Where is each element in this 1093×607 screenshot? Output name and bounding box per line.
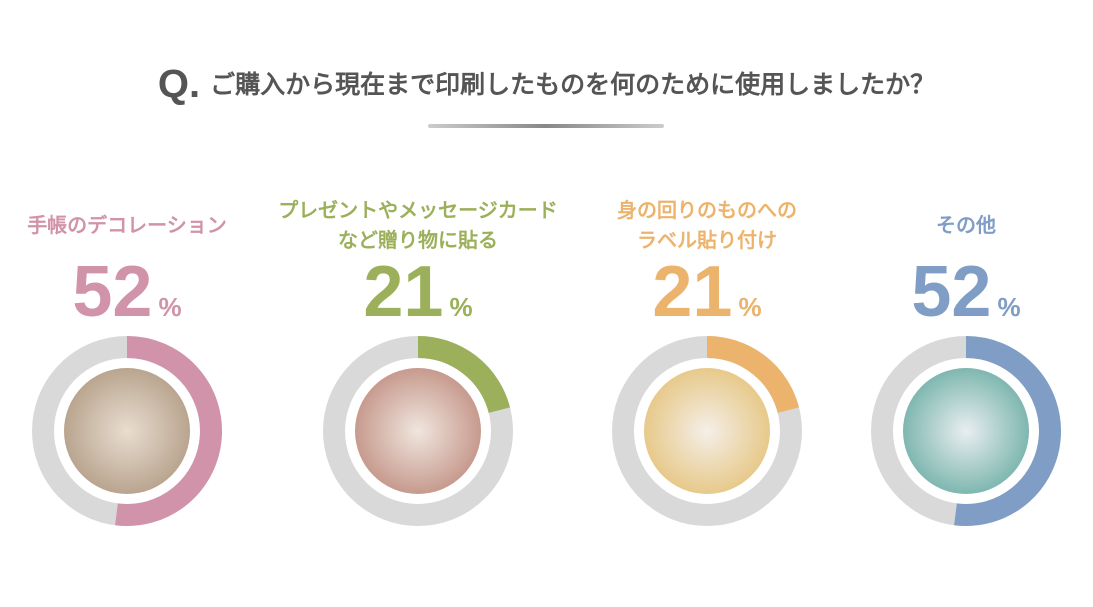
percent-unit: %: [158, 292, 182, 322]
category-value: 52: [911, 252, 992, 332]
question-prefix: Q.: [157, 62, 201, 106]
category-value: 21: [652, 252, 733, 332]
category-value-wrap: 52%: [0, 256, 267, 337]
other-photo: [903, 368, 1029, 494]
label-box-photo: [644, 368, 770, 494]
percent-unit: %: [449, 292, 473, 322]
category-label: 手帳のデコレーション: [27, 213, 227, 237]
category-3: その他 52%: [826, 190, 1093, 337]
donut-segment: [706, 336, 800, 414]
category-value: 21: [363, 252, 444, 332]
question-title: Q. ご購入から現在まで印刷したものを何のために使用しましたか？: [0, 62, 1093, 107]
category-1: プレゼントやメッセージカード など贈り物に貼る 21%: [278, 190, 558, 337]
category-label: プレゼントやメッセージカード など贈り物に貼る: [278, 198, 558, 252]
notebook-decoration-photo: [64, 368, 190, 494]
category-label: 身の回りのものへの ラベル貼り付け: [617, 198, 797, 252]
category-value-wrap: 52%: [826, 256, 1093, 337]
category-value-wrap: 21%: [278, 256, 558, 337]
donut-segment: [417, 336, 511, 414]
question-text: ご購入から現在まで印刷したものを何のために使用しましたか？: [210, 70, 936, 99]
title-underline: [428, 124, 664, 128]
category-value-wrap: 21%: [567, 256, 847, 337]
percent-unit: %: [738, 292, 762, 322]
category-2: 身の回りのものへの ラベル貼り付け 21%: [567, 190, 847, 337]
category-label: その他: [936, 213, 996, 237]
gift-card-photo: [355, 368, 481, 494]
donut-segment: [115, 336, 222, 526]
category-0: 手帳のデコレーション 52%: [0, 190, 267, 337]
donut-segment: [954, 336, 1061, 526]
category-value: 52: [72, 252, 153, 332]
percent-unit: %: [997, 292, 1021, 322]
